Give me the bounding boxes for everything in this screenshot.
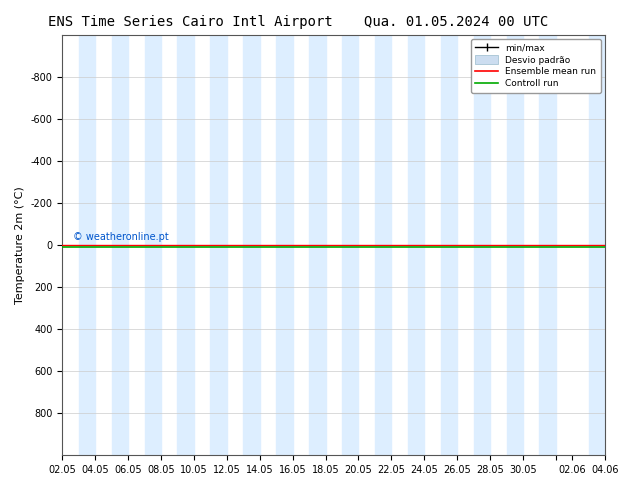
Bar xyxy=(474,35,490,455)
Bar xyxy=(441,35,457,455)
Bar xyxy=(375,35,391,455)
Bar xyxy=(540,35,556,455)
Bar xyxy=(342,35,358,455)
Bar xyxy=(589,35,605,455)
Bar xyxy=(145,35,161,455)
Bar xyxy=(178,35,194,455)
Bar xyxy=(112,35,128,455)
Text: Qua. 01.05.2024 00 UTC: Qua. 01.05.2024 00 UTC xyxy=(365,15,548,29)
Bar xyxy=(210,35,227,455)
Text: © weatheronline.pt: © weatheronline.pt xyxy=(73,232,169,242)
Bar xyxy=(507,35,523,455)
Bar xyxy=(309,35,325,455)
Bar xyxy=(408,35,424,455)
Text: ENS Time Series Cairo Intl Airport: ENS Time Series Cairo Intl Airport xyxy=(48,15,333,29)
Bar xyxy=(79,35,95,455)
Bar xyxy=(243,35,260,455)
Y-axis label: Temperature 2m (°C): Temperature 2m (°C) xyxy=(15,186,25,304)
Bar xyxy=(276,35,293,455)
Legend: min/max, Desvio padrão, Ensemble mean run, Controll run: min/max, Desvio padrão, Ensemble mean ru… xyxy=(471,39,601,93)
